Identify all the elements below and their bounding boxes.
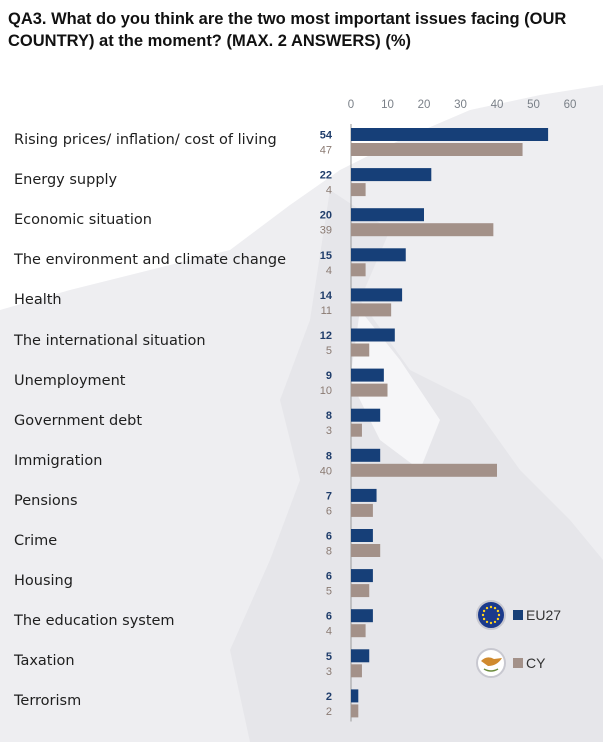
- eu27-value-label: 5: [326, 651, 332, 663]
- eu27-value-label: 20: [320, 210, 332, 222]
- category-label: Terrorism: [14, 693, 82, 710]
- legend-label-eu27: EU27: [526, 607, 561, 623]
- eu27-bar: [351, 408, 381, 422]
- cy-value-label: 4: [326, 185, 332, 197]
- legend-swatch-eu27: [513, 610, 523, 620]
- eu27-bar: [351, 248, 406, 262]
- category-label: Government debt: [14, 412, 143, 429]
- eu27-value-label: 22: [320, 170, 332, 182]
- cy-value-label: 4: [326, 265, 332, 277]
- x-tick-label: 60: [564, 99, 577, 111]
- cy-bar: [351, 423, 362, 437]
- eu27-value-label: 14: [320, 290, 333, 302]
- cy-value-label: 6: [326, 505, 332, 517]
- cy-value-label: 4: [326, 626, 332, 638]
- category-label: Housing: [14, 573, 73, 590]
- eu27-value-label: 8: [326, 450, 332, 462]
- cy-value-label: 8: [326, 546, 332, 558]
- category-label: Unemployment: [14, 372, 126, 389]
- category-label: Pensions: [14, 492, 78, 509]
- eu27-value-label: 6: [326, 571, 332, 583]
- category-label: The education system: [14, 613, 175, 630]
- eu27-value-label: 6: [326, 531, 332, 543]
- legend-label-cy: CY: [526, 655, 546, 671]
- cy-value-label: 3: [326, 425, 332, 437]
- cy-value-label: 47: [320, 145, 332, 157]
- eu27-value-label: 54: [320, 130, 333, 142]
- category-label: The international situation: [14, 332, 206, 349]
- x-tick-label: 50: [527, 99, 540, 111]
- cyprus-flag-icon: [476, 648, 506, 678]
- eu27-bar: [351, 368, 384, 382]
- eu27-value-label: 2: [326, 691, 332, 703]
- cy-bar: [351, 463, 497, 477]
- eu27-value-label: 9: [326, 370, 332, 382]
- category-label: The environment and climate change: [14, 252, 287, 269]
- cy-value-label: 11: [321, 305, 332, 317]
- eu27-bar: [351, 649, 370, 663]
- cy-bar: [351, 343, 370, 357]
- cy-bar: [351, 383, 388, 397]
- chart-title: QA3. What do you think are the two most …: [8, 10, 567, 50]
- eu27-bar: [351, 208, 424, 222]
- cy-value-label: 10: [320, 385, 332, 397]
- category-label: Crime: [14, 533, 58, 549]
- value-labels-group: 5422201514129887666524743941151034068543…: [320, 130, 333, 718]
- eu-flag-icon: [476, 600, 506, 630]
- eu27-value-label: 12: [320, 330, 332, 342]
- cy-bar: [351, 584, 370, 598]
- eu27-bar: [351, 328, 395, 342]
- eu27-bar: [351, 288, 403, 302]
- category-label: Immigration: [14, 452, 103, 469]
- cy-bar: [351, 143, 523, 156]
- cy-bar: [351, 303, 392, 317]
- x-tick-label: 40: [491, 99, 504, 111]
- eu27-value-label: 6: [326, 611, 332, 623]
- category-label: Health: [14, 292, 62, 309]
- eu27-bar: [351, 168, 432, 182]
- category-label: Energy supply: [14, 172, 118, 189]
- x-tick-label: 20: [418, 99, 431, 111]
- category-label: Taxation: [14, 653, 75, 670]
- x-tick-label: 30: [454, 99, 467, 111]
- eu27-value-label: 15: [320, 250, 332, 262]
- eu27-bar: [351, 569, 373, 583]
- x-tick-label: 0: [348, 99, 354, 111]
- cy-value-label: 40: [320, 465, 332, 477]
- bars-group: [351, 128, 549, 718]
- cy-value-label: 5: [326, 586, 332, 598]
- eu27-bar: [351, 609, 373, 623]
- cy-bar: [351, 544, 381, 557]
- cy-bar: [351, 664, 362, 678]
- cy-bar: [351, 704, 359, 718]
- eu27-bar: [351, 448, 381, 462]
- legend: EU27 CY: [476, 600, 561, 678]
- category-label: Rising prices/ inflation/ cost of living: [14, 132, 277, 148]
- eu27-bar: [351, 128, 549, 141]
- cy-bar: [351, 503, 373, 517]
- cy-bar: [351, 183, 366, 197]
- eu27-value-label: 8: [326, 410, 332, 422]
- legend-swatch-cy: [513, 658, 523, 668]
- eu27-bar: [351, 529, 373, 542]
- cy-bar: [351, 624, 366, 638]
- cy-bar: [351, 223, 494, 237]
- eu27-value-label: 7: [326, 490, 332, 502]
- map-sea: [350, 310, 440, 470]
- cy-bar: [351, 263, 366, 277]
- cy-value-label: 39: [320, 225, 332, 237]
- cy-value-label: 5: [326, 345, 332, 357]
- cy-value-label: 3: [326, 666, 332, 678]
- eu27-bar: [351, 689, 359, 703]
- x-axis-ticks: 0 10 20 30 40 50 60: [348, 99, 577, 111]
- cy-value-label: 2: [326, 706, 332, 718]
- category-label: Economic situation: [14, 212, 152, 229]
- x-tick-label: 10: [381, 99, 394, 111]
- eu27-bar: [351, 488, 377, 502]
